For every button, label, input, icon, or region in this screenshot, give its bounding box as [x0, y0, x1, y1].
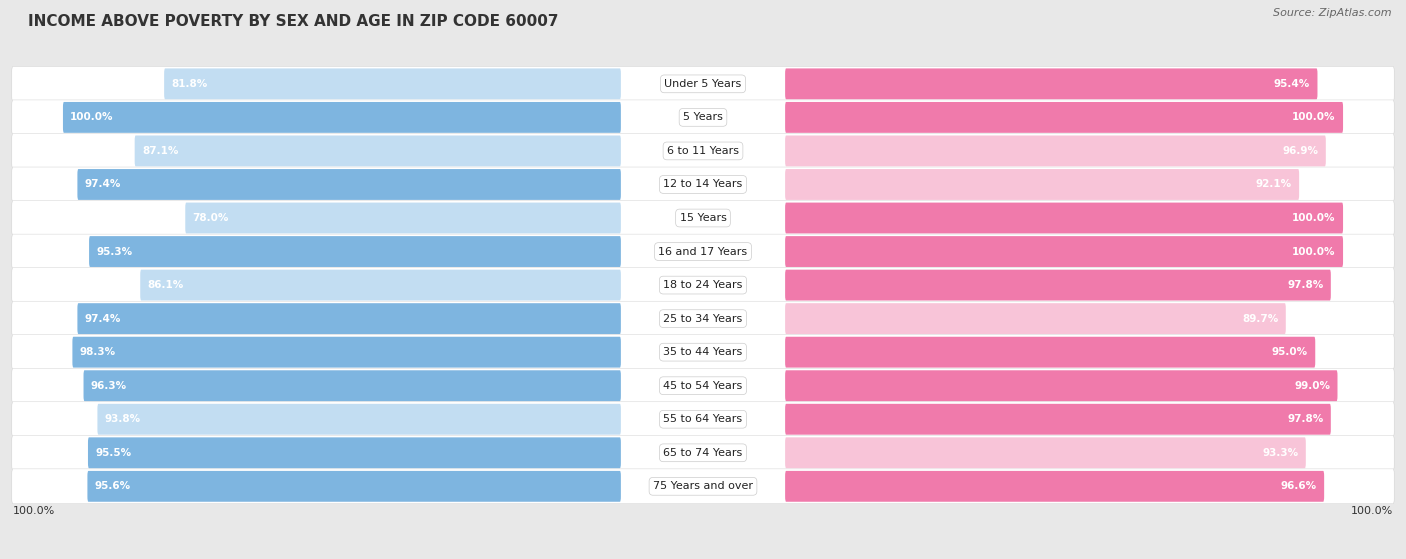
FancyBboxPatch shape: [77, 303, 621, 334]
Text: 87.1%: 87.1%: [142, 146, 179, 156]
FancyBboxPatch shape: [785, 202, 1343, 234]
Text: 92.1%: 92.1%: [1256, 179, 1292, 190]
FancyBboxPatch shape: [785, 102, 1343, 133]
FancyBboxPatch shape: [186, 202, 621, 234]
Text: 89.7%: 89.7%: [1241, 314, 1278, 324]
Text: 65 to 74 Years: 65 to 74 Years: [664, 448, 742, 458]
Text: 12 to 14 Years: 12 to 14 Years: [664, 179, 742, 190]
Text: 95.5%: 95.5%: [96, 448, 131, 458]
Legend: Male, Female: Male, Female: [630, 556, 776, 559]
FancyBboxPatch shape: [89, 437, 621, 468]
Text: 35 to 44 Years: 35 to 44 Years: [664, 347, 742, 357]
Text: Source: ZipAtlas.com: Source: ZipAtlas.com: [1274, 8, 1392, 18]
Text: 25 to 34 Years: 25 to 34 Years: [664, 314, 742, 324]
Text: 98.3%: 98.3%: [80, 347, 115, 357]
Text: 95.0%: 95.0%: [1272, 347, 1308, 357]
FancyBboxPatch shape: [785, 169, 1299, 200]
Text: 95.4%: 95.4%: [1274, 79, 1310, 89]
FancyBboxPatch shape: [11, 268, 1395, 302]
Text: 5 Years: 5 Years: [683, 112, 723, 122]
Text: 96.6%: 96.6%: [1281, 481, 1317, 491]
FancyBboxPatch shape: [11, 134, 1395, 168]
FancyBboxPatch shape: [97, 404, 621, 435]
FancyBboxPatch shape: [11, 368, 1395, 403]
FancyBboxPatch shape: [135, 135, 621, 167]
Text: 100.0%: 100.0%: [1292, 213, 1336, 223]
FancyBboxPatch shape: [89, 236, 621, 267]
FancyBboxPatch shape: [165, 68, 621, 100]
FancyBboxPatch shape: [11, 67, 1395, 101]
FancyBboxPatch shape: [11, 335, 1395, 369]
Text: 99.0%: 99.0%: [1294, 381, 1330, 391]
FancyBboxPatch shape: [63, 102, 621, 133]
Text: 100.0%: 100.0%: [1292, 247, 1336, 257]
Text: 6 to 11 Years: 6 to 11 Years: [666, 146, 740, 156]
Text: INCOME ABOVE POVERTY BY SEX AND AGE IN ZIP CODE 60007: INCOME ABOVE POVERTY BY SEX AND AGE IN Z…: [28, 14, 558, 29]
Text: 81.8%: 81.8%: [172, 79, 208, 89]
Text: 18 to 24 Years: 18 to 24 Years: [664, 280, 742, 290]
Text: 97.4%: 97.4%: [84, 314, 121, 324]
FancyBboxPatch shape: [72, 337, 621, 368]
Text: 100.0%: 100.0%: [1351, 506, 1393, 517]
FancyBboxPatch shape: [77, 169, 621, 200]
FancyBboxPatch shape: [785, 437, 1306, 468]
Text: 95.6%: 95.6%: [94, 481, 131, 491]
Text: 97.4%: 97.4%: [84, 179, 121, 190]
FancyBboxPatch shape: [11, 100, 1395, 135]
FancyBboxPatch shape: [87, 471, 621, 502]
FancyBboxPatch shape: [11, 234, 1395, 269]
FancyBboxPatch shape: [785, 135, 1326, 167]
FancyBboxPatch shape: [785, 471, 1324, 502]
Text: 95.3%: 95.3%: [97, 247, 132, 257]
FancyBboxPatch shape: [785, 404, 1331, 435]
Text: 96.9%: 96.9%: [1282, 146, 1319, 156]
Text: 15 Years: 15 Years: [679, 213, 727, 223]
Text: 97.8%: 97.8%: [1288, 414, 1323, 424]
Text: 86.1%: 86.1%: [148, 280, 184, 290]
Text: 100.0%: 100.0%: [70, 112, 114, 122]
FancyBboxPatch shape: [785, 236, 1343, 267]
Text: 97.8%: 97.8%: [1288, 280, 1323, 290]
Text: 16 and 17 Years: 16 and 17 Years: [658, 247, 748, 257]
Text: 75 Years and over: 75 Years and over: [652, 481, 754, 491]
Text: Under 5 Years: Under 5 Years: [665, 79, 741, 89]
FancyBboxPatch shape: [11, 402, 1395, 437]
Text: 78.0%: 78.0%: [193, 213, 229, 223]
FancyBboxPatch shape: [141, 269, 621, 301]
Text: 55 to 64 Years: 55 to 64 Years: [664, 414, 742, 424]
FancyBboxPatch shape: [11, 435, 1395, 470]
FancyBboxPatch shape: [785, 303, 1285, 334]
Text: 100.0%: 100.0%: [1292, 112, 1336, 122]
Text: 96.3%: 96.3%: [91, 381, 127, 391]
FancyBboxPatch shape: [11, 167, 1395, 202]
FancyBboxPatch shape: [785, 337, 1315, 368]
FancyBboxPatch shape: [785, 370, 1337, 401]
FancyBboxPatch shape: [785, 269, 1331, 301]
FancyBboxPatch shape: [785, 68, 1317, 100]
FancyBboxPatch shape: [11, 469, 1395, 504]
Text: 93.3%: 93.3%: [1263, 448, 1299, 458]
FancyBboxPatch shape: [11, 301, 1395, 336]
Text: 45 to 54 Years: 45 to 54 Years: [664, 381, 742, 391]
Text: 100.0%: 100.0%: [13, 506, 55, 517]
Text: 93.8%: 93.8%: [105, 414, 141, 424]
FancyBboxPatch shape: [11, 201, 1395, 235]
FancyBboxPatch shape: [83, 370, 621, 401]
